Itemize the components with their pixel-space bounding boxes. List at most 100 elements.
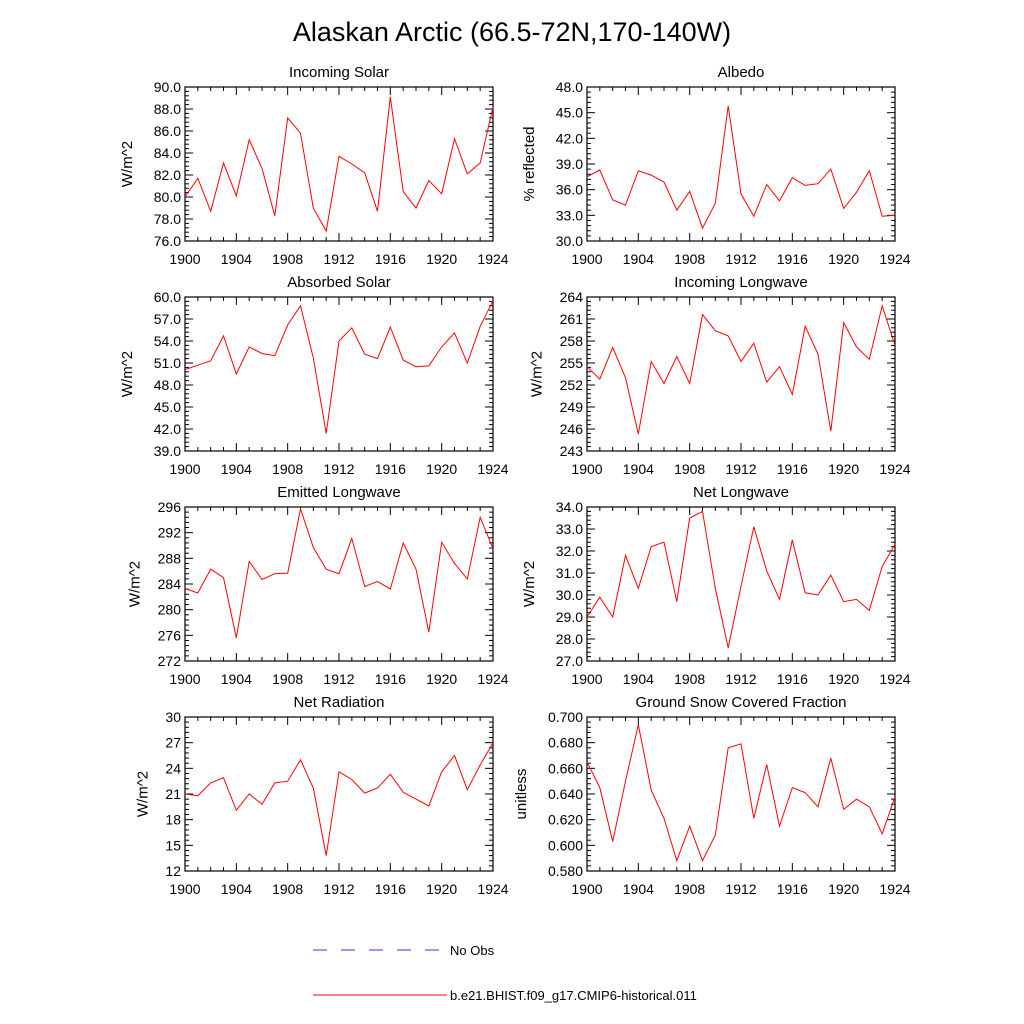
y-tick-label: 0.640 [548, 786, 583, 802]
x-tick-label: 1912 [323, 461, 354, 477]
panel-title: Incoming Solar [289, 64, 389, 81]
panel-absorbed-solar: 39.0 42.0 45.0 48.0 51.0 54.0 57.0 60.0 1900 1904… [119, 274, 509, 477]
x-tick-label: 1908 [272, 461, 303, 477]
y-axis-label: W/m^2 [521, 561, 538, 607]
x-tick-label: 1916 [375, 461, 406, 477]
x-tick-label: 1904 [221, 671, 252, 687]
y-tick-label: 15 [165, 837, 181, 853]
y-tick-label: 261 [560, 311, 584, 327]
x-tick-label: 1924 [879, 881, 910, 897]
panel-ground-snow-covered-fraction: 0.580 0.600 0.620 0.640 0.660 0.680 0.700 1900 1… [513, 694, 911, 897]
x-tick-label: 1912 [323, 671, 354, 687]
x-tick-label: 1908 [674, 461, 705, 477]
x-tick-label: 1920 [426, 251, 457, 267]
y-tick-label: 48.0 [154, 377, 181, 393]
x-tick-label: 1908 [272, 881, 303, 897]
x-tick-label: 1924 [477, 251, 508, 267]
x-tick-label: 1916 [375, 881, 406, 897]
y-tick-label: 280 [158, 602, 182, 618]
y-tick-label: 86.0 [154, 123, 181, 139]
panel-emitted-longwave: 272 276 280 284 288 292 296 1900 1904 1908 1912 191… [127, 484, 509, 687]
x-tick-label: 1924 [477, 461, 508, 477]
y-tick-label: 27.0 [556, 653, 583, 669]
y-tick-label: 34.0 [556, 499, 583, 515]
x-tick-label: 1904 [221, 461, 252, 477]
y-tick-label: 27 [165, 735, 181, 751]
x-tick-label: 1912 [725, 251, 756, 267]
y-tick-label: 21 [165, 786, 181, 802]
x-tick-label: 1904 [623, 251, 654, 267]
y-tick-label: 90.0 [154, 79, 181, 95]
y-axis-label: W/m^2 [119, 141, 136, 187]
y-tick-label: 264 [560, 289, 584, 305]
y-tick-label: 88.0 [154, 101, 181, 117]
y-tick-label: 30.0 [556, 587, 583, 603]
y-tick-label: 243 [560, 443, 584, 459]
x-tick-label: 1920 [426, 671, 457, 687]
plot-frame [586, 506, 896, 662]
y-tick-label: 76.0 [154, 233, 181, 249]
plot-frame [586, 716, 896, 872]
x-tick-label: 1900 [571, 251, 602, 267]
x-tick-label: 1904 [623, 881, 654, 897]
y-tick-label: 24 [165, 760, 181, 776]
y-tick-label: 60.0 [154, 289, 181, 305]
x-tick-label: 1916 [777, 461, 808, 477]
x-tick-label: 1924 [477, 671, 508, 687]
x-tick-label: 1916 [777, 671, 808, 687]
panel-albedo: 30.0 33.0 36.0 39.0 42.0 45.0 48.0 1900 1904 1908… [521, 64, 911, 267]
series-line-incoming-solar [184, 96, 494, 233]
y-tick-label: 30.0 [556, 233, 583, 249]
y-axis-label: W/m^2 [529, 351, 546, 397]
y-tick-label: 57.0 [154, 311, 181, 327]
panel-title: Net Longwave [693, 484, 789, 501]
legend-model-label: b.e21.BHIST.f09_g17.CMIP6-historical.011 [450, 988, 697, 1003]
y-tick-label: 82.0 [154, 167, 181, 183]
y-tick-label: 272 [158, 653, 182, 669]
y-axis-label: W/m^2 [127, 561, 144, 607]
x-tick-label: 1908 [674, 251, 705, 267]
y-tick-label: 33.0 [556, 207, 583, 223]
y-tick-label: 39.0 [556, 156, 583, 172]
x-tick-label: 1916 [375, 671, 406, 687]
plot-frame [586, 296, 896, 452]
figure-title: Alaskan Arctic (66.5-72N,170-140W) [293, 17, 731, 47]
panel-incoming-longwave: 243 246 249 252 255 258 261 264 1900 1904 1908 1912… [529, 274, 911, 477]
plot-frame [184, 716, 494, 872]
x-tick-label: 1908 [674, 881, 705, 897]
panel-title: Emitted Longwave [277, 484, 400, 501]
y-tick-label: 284 [158, 576, 182, 592]
panel-title: Albedo [718, 64, 765, 81]
series-line-albedo [586, 105, 896, 230]
x-tick-label: 1908 [272, 671, 303, 687]
x-tick-label: 1904 [623, 461, 654, 477]
y-tick-label: 31.0 [556, 565, 583, 581]
x-tick-label: 1920 [426, 461, 457, 477]
panel-title: Incoming Longwave [674, 274, 807, 291]
x-tick-label: 1916 [777, 251, 808, 267]
y-tick-label: 84.0 [154, 145, 181, 161]
panel-title: Ground Snow Covered Fraction [636, 694, 847, 711]
plot-frame [184, 296, 494, 452]
legend-obs-label: No Obs [450, 943, 495, 958]
x-tick-label: 1900 [169, 881, 200, 897]
x-tick-label: 1904 [221, 881, 252, 897]
x-tick-label: 1924 [879, 671, 910, 687]
x-tick-label: 1912 [725, 461, 756, 477]
y-axis-label: % reflected [521, 126, 538, 201]
panel-net-longwave: 27.0 28.0 29.0 30.0 31.0 32.0 33.0 34.0 1900 1904… [521, 484, 911, 687]
y-tick-label: 30 [165, 709, 181, 725]
y-tick-label: 32.0 [556, 543, 583, 559]
x-tick-label: 1924 [477, 881, 508, 897]
y-tick-label: 0.680 [548, 735, 583, 751]
x-tick-label: 1912 [323, 881, 354, 897]
y-tick-label: 33.0 [556, 521, 583, 537]
y-tick-label: 28.0 [556, 631, 583, 647]
y-tick-label: 0.660 [548, 760, 583, 776]
y-tick-label: 0.620 [548, 812, 583, 828]
x-tick-label: 1908 [674, 671, 705, 687]
series-line-absorbed-solar [184, 300, 494, 434]
y-tick-label: 258 [560, 333, 584, 349]
panel-net-radiation: 12 15 18 21 24 27 30 1900 1904 1908 1912 1916 1920 19… [134, 694, 508, 897]
